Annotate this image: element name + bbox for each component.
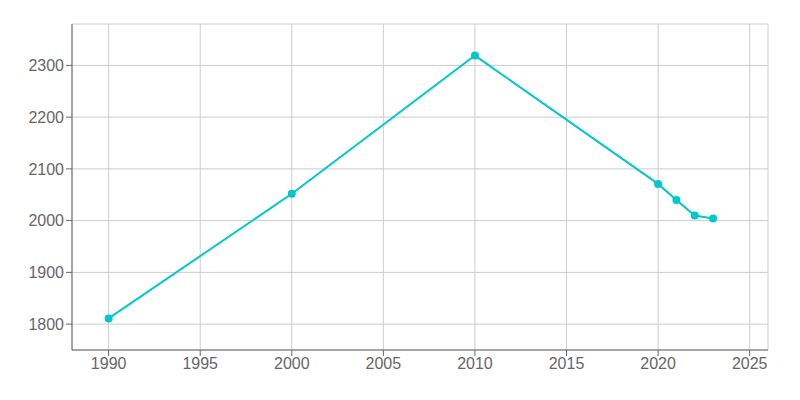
svg-text:2100: 2100 bbox=[28, 161, 64, 178]
svg-text:2300: 2300 bbox=[28, 57, 64, 74]
svg-text:2000: 2000 bbox=[28, 212, 64, 229]
svg-text:1900: 1900 bbox=[28, 264, 64, 281]
svg-text:2200: 2200 bbox=[28, 109, 64, 126]
svg-text:2025: 2025 bbox=[732, 355, 768, 372]
svg-text:1800: 1800 bbox=[28, 316, 64, 333]
svg-text:2020: 2020 bbox=[640, 355, 676, 372]
svg-text:2005: 2005 bbox=[366, 355, 402, 372]
svg-text:2015: 2015 bbox=[549, 355, 585, 372]
svg-text:2000: 2000 bbox=[274, 355, 310, 372]
svg-text:2010: 2010 bbox=[457, 355, 493, 372]
svg-text:1990: 1990 bbox=[91, 355, 127, 372]
svg-text:1995: 1995 bbox=[182, 355, 218, 372]
